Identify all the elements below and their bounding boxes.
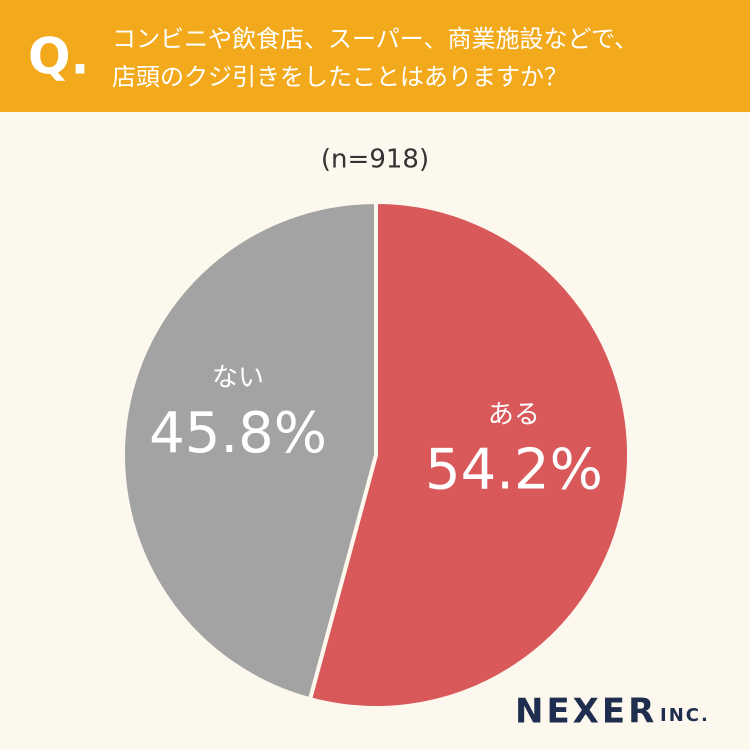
value-label: 45.8% [149,401,327,466]
question-line: コンビニや飲食店、スーパー、商業施設などで、 [112,25,638,53]
pie-slice [307,199,631,710]
pie-slice [120,199,378,702]
subtitle: (n=918) [321,145,429,175]
slice-label: ある [488,400,540,430]
slice-label: ない [212,363,264,393]
pie: ある 54.2% ない 45.8% [120,199,631,710]
logo-suffix: INC. [660,705,710,726]
value-label: 54.2% [425,437,603,502]
header-bar [0,0,750,112]
logo-name: NEXER [515,692,657,732]
question-line: 店頭のクジ引きをしたことはありますか？ [112,63,568,91]
question-mark: Q. [28,28,90,86]
